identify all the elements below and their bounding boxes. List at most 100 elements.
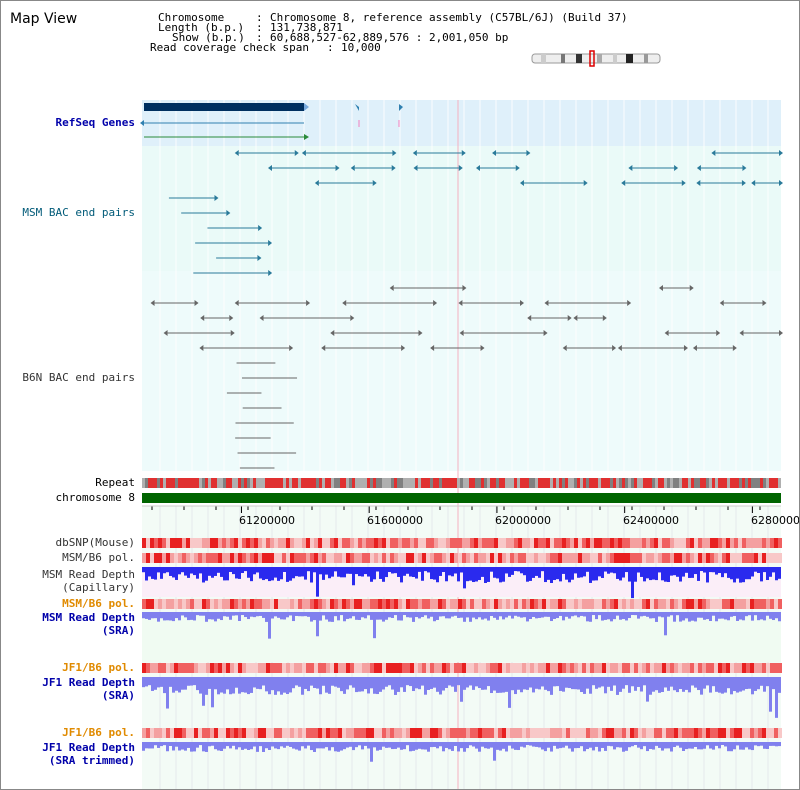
jf1-b6-pol-strip	[270, 663, 274, 673]
msm-depth-sra-bar	[409, 612, 412, 618]
jf1-depth-trim-bar	[181, 742, 184, 750]
repeat-segment	[526, 478, 529, 488]
jf1-b6-pol-strip	[298, 663, 302, 673]
msm-b6-pol-strip	[570, 553, 574, 563]
jf1-depth-trim-bar	[349, 742, 352, 747]
jf1-b6-pol-strip	[554, 728, 558, 738]
msm-depth-cap-bar	[286, 567, 289, 582]
msm-b6-pol-strip	[418, 599, 422, 609]
jf1-depth-sra-bar	[763, 677, 766, 692]
jf1-depth-sra-bar	[481, 677, 484, 690]
msm-b6-pol-strip	[646, 599, 650, 609]
repeat-segment	[271, 478, 274, 488]
msm-depth-sra-bar	[694, 612, 697, 622]
dbsnp-strip	[418, 538, 422, 548]
msm-depth-cap-bar	[196, 567, 199, 579]
msm-b6-pol-strip	[742, 599, 746, 609]
jf1-b6-pol-strip	[314, 663, 318, 673]
msm-depth-sra-bar	[706, 612, 709, 620]
jf1-b6-pol-strip	[238, 728, 242, 738]
msm-b6-pol-strip	[606, 599, 610, 609]
msm-b6-pol-strip	[550, 599, 554, 609]
msm-depth-sra-bar	[547, 612, 550, 617]
msm-b6-pol-strip	[706, 553, 710, 563]
dbsnp-strip	[206, 538, 210, 548]
msm-bac-pair-end	[258, 225, 263, 231]
jf1-b6-pol-strip	[670, 728, 674, 738]
msm-b6-pol-strip	[582, 553, 586, 563]
jf1-depth-trim-bar	[484, 742, 487, 749]
jf1-b6-pol-strip	[386, 663, 390, 673]
msm-depth-cap-bar	[586, 567, 589, 572]
jf1-b6-pol2-label: JF1/B6 pol.	[62, 726, 135, 739]
msm-depth-cap-bar	[289, 567, 292, 581]
jf1-depth-sra-bar	[640, 677, 643, 692]
jf1-depth-sra-bar	[199, 677, 202, 694]
msm-b6-pol-strip	[446, 599, 450, 609]
dbsnp-strip	[506, 538, 510, 548]
msm-depth-sra-bar	[613, 612, 616, 620]
jf1-b6-pol-strip	[754, 663, 758, 673]
jf1-b6-pol-strip	[334, 663, 338, 673]
jf1-b6-pol-strip	[702, 728, 706, 738]
dbsnp-strip	[674, 538, 678, 548]
msm-depth-cap-bar	[184, 567, 187, 576]
b6n-bac-pair-end	[543, 330, 548, 336]
msm-depth-cap-bar	[466, 567, 469, 582]
jf1-b6-pol-strip	[758, 663, 762, 673]
jf1-depth-trim-bar	[361, 742, 364, 750]
msm-bac-pair-end	[372, 180, 377, 186]
msm-depth-cap-bar	[232, 567, 235, 575]
msm-b6-pol-strip	[718, 553, 722, 563]
msm-b6-pol-strip	[502, 553, 506, 563]
repeat-segment	[637, 478, 640, 488]
jf1-depth-trim-bar	[358, 742, 361, 746]
jf1-depth-trim-bar	[661, 742, 664, 751]
msm-depth-sra-bar	[748, 612, 751, 616]
jf1-b6-pol-strip	[730, 663, 734, 673]
jf1-depth-sra-bar	[217, 677, 220, 695]
jf1-depth-sra-bar	[613, 677, 616, 686]
msm-depth-cap-bar	[325, 567, 328, 575]
msm-depth-sra-bar	[457, 612, 460, 618]
msm-b6-pol-strip	[434, 599, 438, 609]
ideogram-band	[576, 54, 582, 63]
msm-depth-cap-bar	[697, 567, 700, 581]
msm-b6-pol-strip	[774, 553, 778, 563]
dbsnp-strip	[658, 538, 662, 548]
jf1-b6-pol-strip	[562, 728, 566, 738]
msm-b6-pol-strip	[662, 599, 666, 609]
msm-b6-pol-strip	[402, 599, 406, 609]
msm-depth-cap-bar	[700, 567, 703, 572]
repeat-segment	[337, 478, 340, 488]
repeat-segment	[607, 478, 610, 488]
msm-b6-pol-strip	[258, 599, 262, 609]
msm-depth-sra-bar	[151, 612, 154, 619]
msm-depth-cap-bar	[760, 567, 763, 582]
repeat-segment	[322, 478, 325, 488]
jf1-depth-trim-bar	[730, 742, 733, 752]
msm-depth-cap-bar	[574, 567, 577, 574]
msm-depth-cap-bar	[541, 567, 544, 572]
msm-bac-pair-end	[696, 180, 701, 186]
jf1-depth-trim-bar	[643, 742, 646, 747]
jf1-b6-pol-strip	[758, 728, 762, 738]
jf1-b6-pol-strip	[470, 663, 474, 673]
jf1-b6-pol-strip	[346, 728, 350, 738]
msm-b6-pol-strip	[186, 599, 190, 609]
msm-b6-pol-strip	[722, 599, 726, 609]
msm-b6-pol-strip	[266, 599, 270, 609]
b6n-bac-pair-end	[527, 315, 532, 321]
msm-depth-cap-bar	[460, 567, 463, 573]
msm-b6-pol-strip	[726, 553, 730, 563]
jf1-depth-trim-bar	[565, 742, 568, 746]
jf1-depth-trim-bar	[532, 742, 535, 747]
msm-b6-pol-strip	[638, 599, 642, 609]
msm-b6-pol-strip	[762, 599, 766, 609]
jf1-b6-pol-strip	[390, 663, 394, 673]
jf1-b6-pol-strip	[410, 663, 414, 673]
repeat-segment	[244, 478, 247, 488]
msm-b6-pol-strip	[574, 553, 578, 563]
dbsnp-strip	[210, 538, 214, 548]
